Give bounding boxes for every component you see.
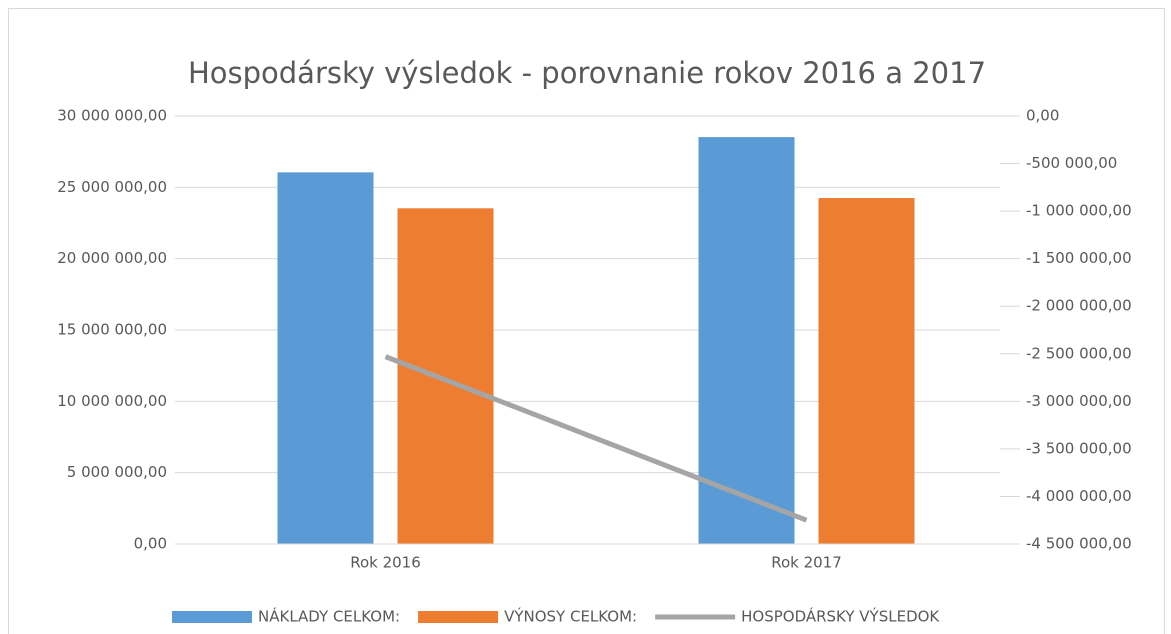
y-tick-label: 25 000 000,00 — [57, 178, 167, 196]
bar — [277, 172, 374, 544]
chart-title: Hospodársky výsledok - porovnanie rokov … — [188, 56, 986, 90]
legend-label: VÝNOSY CELKOM: — [504, 607, 637, 626]
y-tick-label: 5 000 000,00 — [67, 463, 167, 481]
y2-tick-label: 0,00 — [1026, 107, 1059, 125]
y2-tick-label: -1 000 000,00 — [1026, 202, 1132, 220]
bar — [818, 198, 915, 545]
legend-swatch — [172, 611, 252, 623]
x-tick-label: Rok 2016 — [350, 554, 421, 572]
bar — [397, 208, 494, 544]
y2-tick-label: -3 500 000,00 — [1026, 439, 1132, 457]
legend-label: NÁKLADY CELKOM: — [258, 607, 400, 626]
legend-label: HOSPODÁRSKY VÝSLEDOK — [741, 607, 940, 626]
y-tick-label: 30 000 000,00 — [57, 107, 167, 125]
y-tick-label: 15 000 000,00 — [57, 321, 167, 339]
y2-tick-label: -2 500 000,00 — [1026, 344, 1132, 362]
y2-tick-label: -4 000 000,00 — [1026, 487, 1132, 505]
y-tick-label: 0,00 — [134, 535, 167, 553]
y2-tick-label: -2 000 000,00 — [1026, 297, 1132, 315]
y2-tick-label: -1 500 000,00 — [1026, 249, 1132, 267]
y2-tick-label: -500 000,00 — [1026, 154, 1117, 172]
legend-swatch — [418, 611, 499, 623]
x-tick-label: Rok 2017 — [771, 554, 842, 572]
y-tick-label: 20 000 000,00 — [57, 249, 167, 267]
chart-frame — [8, 8, 1165, 634]
y2-tick-label: -3 000 000,00 — [1026, 392, 1132, 410]
y-tick-label: 10 000 000,00 — [57, 392, 167, 410]
line — [384, 354, 808, 523]
y2-tick-label: -4 500 000,00 — [1026, 535, 1132, 553]
bar — [698, 137, 795, 544]
